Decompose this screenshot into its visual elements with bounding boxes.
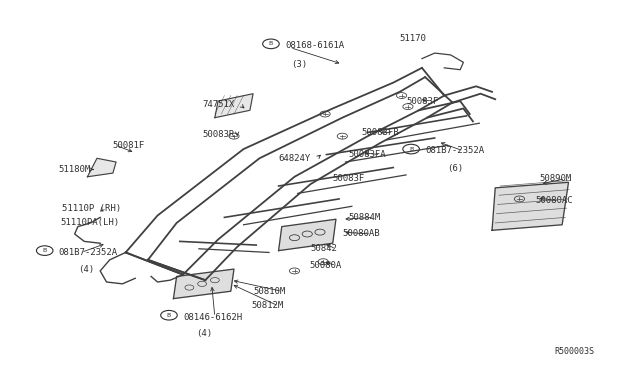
Text: 51110P (RH): 51110P (RH) — [62, 203, 121, 213]
Text: 50083F: 50083F — [406, 97, 438, 106]
Text: 50812M: 50812M — [252, 301, 284, 311]
Text: (6): (6) — [447, 164, 463, 173]
Polygon shape — [173, 269, 234, 299]
Text: 081B7-2352A: 081B7-2352A — [59, 248, 118, 257]
Polygon shape — [278, 219, 336, 251]
Polygon shape — [492, 182, 568, 230]
Polygon shape — [88, 158, 116, 177]
Text: (4): (4) — [78, 264, 94, 273]
Text: 50083FB: 50083FB — [362, 128, 399, 137]
Text: 50810M: 50810M — [253, 287, 285, 296]
Text: 50083R: 50083R — [202, 130, 234, 139]
Text: 74751X: 74751X — [202, 100, 234, 109]
Text: 64824Y: 64824Y — [278, 154, 311, 163]
Text: B: B — [269, 41, 273, 46]
Text: (3): (3) — [291, 60, 307, 69]
Polygon shape — [215, 94, 253, 118]
Text: 50083FA: 50083FA — [349, 150, 387, 159]
Text: 50080AB: 50080AB — [342, 230, 380, 238]
Text: 51180M: 51180M — [59, 165, 91, 174]
Text: 50081F: 50081F — [113, 141, 145, 150]
Text: 50842: 50842 — [310, 244, 337, 253]
Text: 08168-6161A: 08168-6161A — [285, 41, 344, 50]
Text: 50080A: 50080A — [309, 261, 341, 270]
Text: B: B — [409, 147, 413, 151]
Text: 081B7-2352A: 081B7-2352A — [425, 147, 484, 155]
Text: 50083F: 50083F — [333, 174, 365, 183]
Text: B: B — [167, 313, 171, 318]
Text: R500003S: R500003S — [554, 347, 594, 356]
Text: B: B — [43, 248, 47, 253]
Text: 08146-6162H: 08146-6162H — [183, 312, 242, 321]
Text: (4): (4) — [196, 329, 212, 338]
Text: 50080AC: 50080AC — [536, 196, 573, 205]
Text: 50890M: 50890M — [540, 174, 572, 183]
Text: 51170: 51170 — [399, 34, 426, 43]
Text: 50884M: 50884M — [349, 213, 381, 222]
Text: 51110PA(LH): 51110PA(LH) — [61, 218, 120, 227]
